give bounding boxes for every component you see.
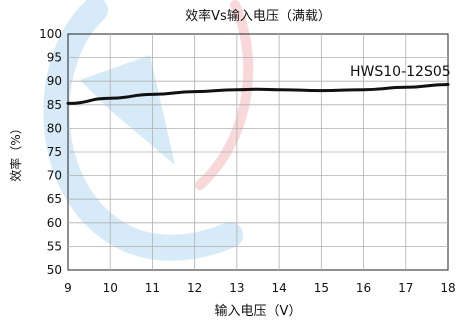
chart-title: 效率Vs输入电压（满载）: [185, 8, 331, 24]
grid-lines: [68, 34, 448, 270]
y-tick-label: 100: [39, 27, 62, 41]
x-tick-label: 17: [398, 281, 413, 295]
y-tick-label: 95: [47, 51, 62, 65]
y-tick-label: 85: [47, 98, 62, 112]
x-tick-label: 9: [64, 281, 72, 295]
y-tick-label: 90: [47, 74, 62, 88]
y-tick-label: 50: [47, 263, 62, 277]
y-tick-label: 75: [47, 145, 62, 159]
series-label: HWS10-12S05: [350, 64, 451, 80]
series-line: [66, 83, 450, 105]
y-axis-label: 效率（%）: [8, 122, 23, 181]
x-tick-label: 10: [103, 281, 118, 295]
y-tick-label: 65: [47, 192, 62, 206]
y-tick-label: 80: [47, 121, 62, 135]
y-tick-label: 60: [47, 216, 62, 230]
x-tick-label: 13: [229, 281, 244, 295]
x-tick-label: 14: [271, 281, 286, 295]
x-tick-label: 16: [356, 281, 371, 295]
x-tick-label: 15: [314, 281, 329, 295]
x-axis-ticks: 9 10 11 12 13 14 15 16 17 18: [64, 281, 455, 295]
watermark-logo: [43, 0, 254, 261]
x-tick-label: 18: [440, 281, 455, 295]
series-group: [66, 83, 450, 105]
x-tick-label: 11: [145, 281, 160, 295]
x-axis-label: 输入电压（V）: [215, 303, 302, 319]
y-tick-label: 70: [47, 169, 62, 183]
y-tick-label: 55: [47, 239, 62, 253]
x-tick-label: 12: [187, 281, 202, 295]
y-axis-ticks: 50 55 60 65 70 75 80 85 90 95 100: [39, 27, 62, 277]
